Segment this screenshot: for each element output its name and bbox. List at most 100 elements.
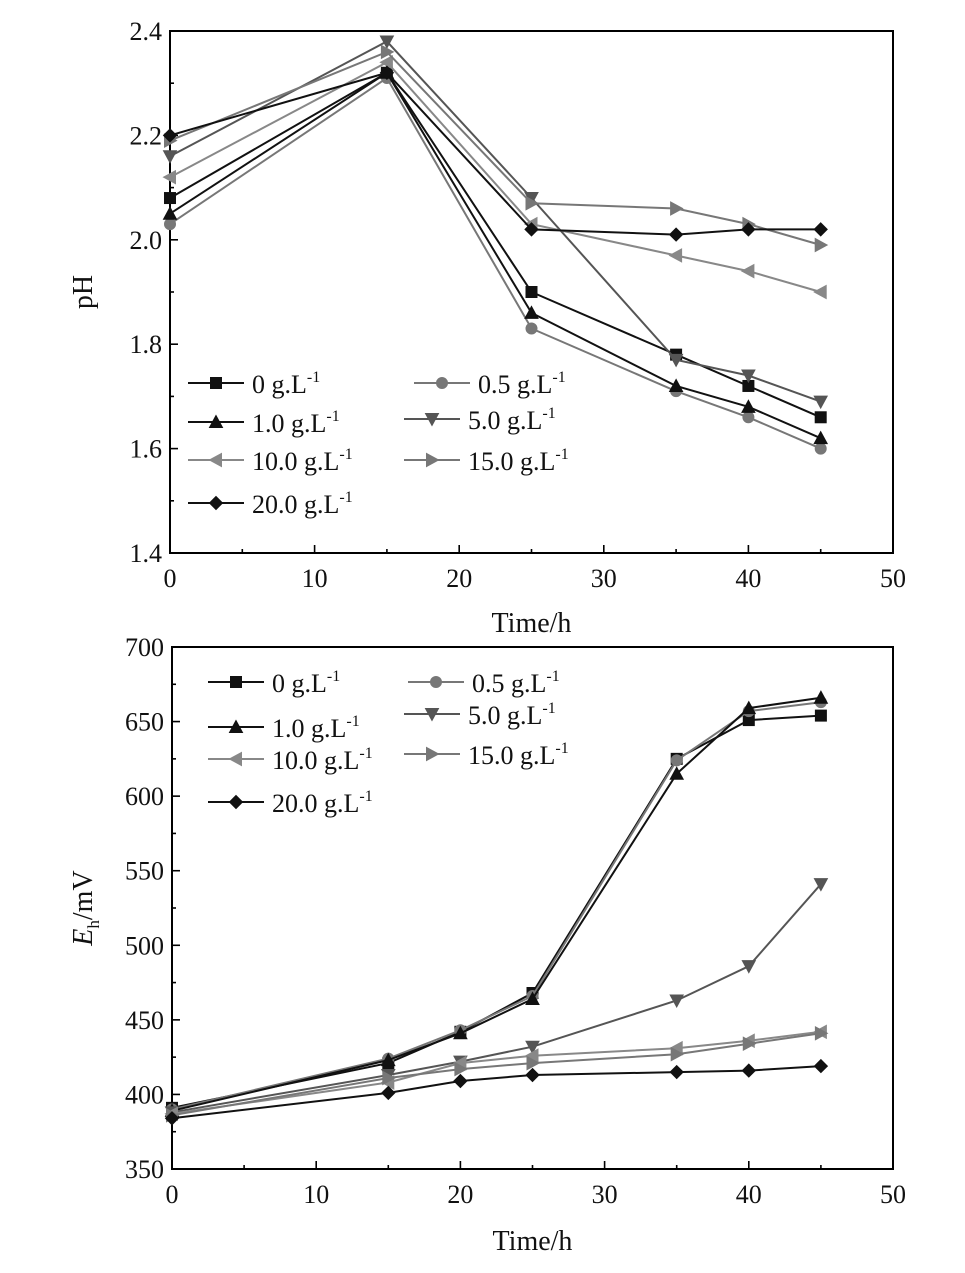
legend-marker-5-0-g-l-1	[424, 708, 440, 722]
legend-entry-20-0-g-l-1: 20.0 g.L-1	[188, 489, 353, 519]
legend-label-exponent: -1	[327, 668, 340, 685]
legend-label: 0 g.L-1	[272, 668, 340, 698]
data-point-0-5-g-l-1	[164, 218, 176, 231]
y-tick-label: 700	[125, 633, 164, 662]
legend-label-text: 0.5 g.L	[472, 669, 546, 698]
legend-label-exponent: -1	[339, 446, 352, 463]
data-point-20-0-g-l-1	[669, 1064, 684, 1080]
series-15-0-g-l-1	[166, 1025, 829, 1123]
data-point-20-0-g-l-1	[381, 1085, 396, 1101]
legend-label-text: 15.0 g.L	[468, 741, 555, 770]
data-point-20-0-g-l-1	[741, 1063, 757, 1078]
data-point-0-g-l-1	[525, 286, 538, 298]
series-line-15-0-g-l-1	[169, 50, 821, 246]
x-axis-label: Time/h	[492, 608, 572, 639]
legend-label-exponent: -1	[546, 668, 559, 685]
series-15-0-g-l-1	[164, 44, 829, 253]
legend-label-exponent: -1	[346, 713, 359, 730]
legend-label: 20.0 g.L-1	[252, 489, 353, 519]
legend-entry-0-g-l-1: 0 g.L-1	[188, 369, 320, 399]
y-tick-label: 600	[125, 782, 164, 811]
data-point-5-0-g-l-1	[741, 369, 756, 384]
series-line-20-0-g-l-1	[169, 71, 821, 236]
data-point-20-0-g-l-1	[453, 1073, 468, 1089]
legend-label-exponent: -1	[307, 369, 320, 386]
data-point-10-0-g-l-1	[162, 169, 176, 185]
legend-label-text: 20.0 g.L	[252, 490, 339, 519]
x-tick-label: 20	[447, 1180, 473, 1209]
legend: 0 g.L-1 0.5 g.L-11.0 g.L-1 5.0 g.L-110.0 g…	[188, 369, 569, 519]
data-point-0-5-g-l-1	[525, 322, 538, 335]
data-point-15-0-g-l-1	[525, 195, 540, 211]
data-point-20-0-g-l-1	[668, 227, 684, 242]
legend-label-text: 10.0 g.L	[252, 447, 339, 476]
data-point-15-0-g-l-1	[742, 1036, 757, 1052]
data-point-0-g-l-1	[164, 192, 176, 205]
data-point-5-0-g-l-1	[741, 960, 757, 974]
data-point-15-0-g-l-1	[454, 1061, 468, 1077]
legend-label-exponent: -1	[326, 408, 339, 425]
ph-chart-panel: 0 10 20 30 40 50 1.4 1.6 1.8 2.0 2.2 2.4 Time/h pH 0 g…	[68, 17, 906, 639]
y-tick-label: 1.6	[130, 435, 163, 464]
x-tick-label: 10	[302, 564, 328, 593]
legend-marker-0-5-g-l-1	[430, 676, 442, 688]
x-axis-label: Time/h	[493, 1226, 573, 1257]
legend-entry-0-5-g-l-1: 0.5 g.L-1	[408, 668, 560, 698]
data-point-10-0-g-l-1	[668, 248, 683, 263]
legend-label-text: 20.0 g.L	[272, 789, 359, 818]
data-point-10-0-g-l-1	[379, 54, 393, 70]
legend-label-exponent: -1	[555, 446, 568, 463]
x-tick-label: 40	[736, 1180, 762, 1209]
data-point-20-0-g-l-1	[162, 128, 178, 143]
data-point-15-0-g-l-1	[814, 1025, 829, 1041]
series-line-10-0-g-l-1	[171, 1030, 822, 1115]
legend-label-text: 1.0 g.L	[252, 409, 326, 438]
data-point-1-0-g-l-1	[380, 1052, 396, 1067]
y-tick-label: 1.8	[130, 330, 163, 359]
data-point-20-0-g-l-1	[164, 1111, 180, 1126]
x-tick-label: 30	[591, 564, 617, 593]
legend-marker-1-0-g-l-1	[228, 719, 244, 733]
data-point-1-0-g-l-1	[525, 991, 540, 1005]
legend-label-text: 5.0 g.L	[468, 701, 542, 730]
series-line-15-0-g-l-1	[171, 1032, 822, 1117]
legend-label-exponent: -1	[555, 740, 568, 757]
series-line-10-0-g-l-1	[169, 61, 821, 293]
data-point-0-g-l-1	[814, 411, 827, 424]
data-point-5-0-g-l-1	[525, 1040, 540, 1055]
y-tick-label: 400	[125, 1080, 164, 1109]
series-line-20-0-g-l-1	[171, 1065, 821, 1120]
legend-marker-0-g-l-1	[210, 377, 222, 389]
series-line-0-g-l-1	[171, 714, 821, 1109]
y-tick-label: 550	[125, 857, 164, 886]
data-point-1-0-g-l-1	[669, 766, 685, 780]
legend-label: 5.0 g.L-1	[468, 405, 556, 435]
legend-entry-0-5-g-l-1: 0.5 g.L-1	[414, 369, 566, 399]
legend-label: 0 g.L-1	[252, 369, 320, 399]
data-point-15-0-g-l-1	[526, 1055, 541, 1071]
data-point-10-0-g-l-1	[813, 284, 827, 300]
series-5-0-g-l-1	[162, 35, 829, 410]
legend-marker-1-0-g-l-1	[208, 414, 224, 428]
y-axis-label-symbol: E	[68, 929, 99, 947]
legend-marker-20-0-g-l-1	[208, 495, 224, 511]
legend-label-exponent: -1	[542, 700, 555, 717]
legend-marker-15-0-g-l-1	[426, 452, 440, 468]
series-20-0-g-l-1	[164, 1058, 829, 1126]
legend-label: 0.5 g.L-1	[472, 668, 560, 698]
legend-label: 15.0 g.L-1	[468, 740, 569, 770]
y-axis-label: Eh/mV	[68, 870, 103, 946]
x-tick-label: 0	[166, 1180, 179, 1209]
legend-label-text: 10.0 g.L	[272, 746, 359, 775]
legend-label: 10.0 g.L-1	[252, 446, 353, 476]
y-axis-label: pH	[68, 275, 99, 309]
series-10-0-g-l-1	[164, 1024, 827, 1122]
data-point-20-0-g-l-1	[741, 222, 756, 237]
data-point-0-5-g-l-1	[670, 754, 683, 767]
data-point-1-0-g-l-1	[524, 305, 539, 319]
data-point-15-0-g-l-1	[814, 237, 829, 253]
data-point-10-0-g-l-1	[740, 263, 755, 279]
legend-label-exponent: -1	[552, 369, 565, 386]
